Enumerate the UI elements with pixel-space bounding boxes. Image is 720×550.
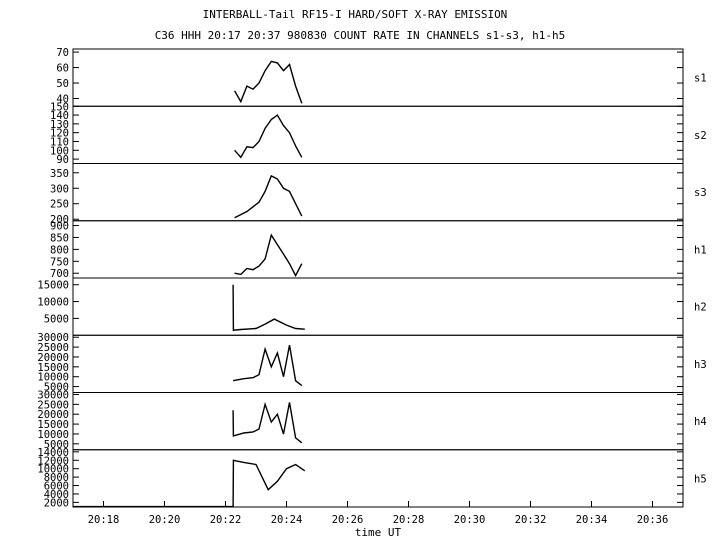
y-tick-label: 200 <box>50 214 69 226</box>
panel-frame <box>72 449 684 508</box>
y-tick-label: 6000 <box>44 481 69 493</box>
y-tick-label: 20000 <box>37 409 69 421</box>
series-line-h4 <box>232 401 303 444</box>
panel-s1: 70 60 50 40 s1 <box>56 47 707 107</box>
chart-subtitle: C36 HHH 20:17 20:37 980830 COUNT RATE IN… <box>155 29 566 42</box>
y-tick-label: 900 <box>50 221 69 233</box>
y-tick-label: 350 <box>50 168 69 180</box>
panel-frame <box>72 163 684 222</box>
y-tick-label: 800 <box>50 244 69 256</box>
panel-frame <box>72 48 684 107</box>
y-tick-label: 120 <box>50 128 69 140</box>
panel-frame <box>72 277 684 336</box>
channel-label-h5: h5 <box>694 473 707 485</box>
y-tick-label: 90 <box>56 154 69 166</box>
y-tick-label: 5000 <box>44 382 69 394</box>
y-tick-label: 110 <box>50 136 69 148</box>
panel-frame <box>72 105 684 164</box>
y-tick-label: 15000 <box>37 419 69 431</box>
series-line-s3 <box>234 174 303 219</box>
x-tick-label: 20:22 <box>210 514 242 526</box>
x-tick-label: 20:18 <box>88 514 120 526</box>
y-tick-label: 50 <box>56 78 69 90</box>
panel-s3: 350 300 250 200 s3 <box>50 163 707 226</box>
x-tick-label: 20:24 <box>271 514 303 526</box>
y-tick-label: 10000 <box>37 372 69 384</box>
x-tick-label: 20:20 <box>149 514 181 526</box>
panel-frame <box>72 392 684 451</box>
x-tick-label: 20:32 <box>515 514 547 526</box>
y-tick-label: 15000 <box>37 280 69 292</box>
y-tick-label: 750 <box>50 256 69 268</box>
x-tick-label: 20:36 <box>637 514 669 526</box>
panel-frame <box>72 334 684 393</box>
y-tick-label: 30000 <box>37 389 69 401</box>
y-tick-label: 130 <box>50 119 69 131</box>
x-tick-label: 20:34 <box>576 514 608 526</box>
y-tick-label: 700 <box>50 268 69 280</box>
y-tick-label: 40 <box>56 94 69 106</box>
y-tick-label: 70 <box>56 47 69 59</box>
x-tick-label: 20:26 <box>332 514 364 526</box>
x-axis-label: time UT <box>355 526 402 539</box>
y-tick-label: 10000 <box>37 429 69 441</box>
series-line-s1 <box>233 60 303 104</box>
y-tick-label: 150 <box>50 101 69 113</box>
y-tick-label: 300 <box>50 183 69 195</box>
y-tick-label: 12000 <box>37 455 69 467</box>
y-tick-label: 14000 <box>37 447 69 459</box>
channel-label-h2: h2 <box>694 302 707 314</box>
channel-label-s2: s2 <box>694 130 707 142</box>
y-tick-label: 5000 <box>44 313 69 325</box>
y-tick-label: 140 <box>50 110 69 122</box>
panel-h2: 15000 10000 5000 h2 <box>37 277 707 336</box>
channel-label-s3: s3 <box>694 187 707 199</box>
x-tick-label: 20:28 <box>393 514 425 526</box>
series-line-s2 <box>234 114 303 159</box>
y-tick-label: 100 <box>50 145 69 157</box>
x-tick-label: 20:30 <box>454 514 486 526</box>
y-tick-label: 15000 <box>37 362 69 374</box>
series-line-h5 <box>73 459 306 508</box>
y-tick-label: 10000 <box>37 464 69 476</box>
y-tick-label: 250 <box>50 199 69 211</box>
y-tick-label: 25000 <box>37 399 69 411</box>
y-tick-label: 8000 <box>44 472 69 484</box>
y-tick-label: 2000 <box>44 497 69 509</box>
series-line-h1 <box>234 233 303 278</box>
y-tick-label: 4000 <box>44 489 69 501</box>
channel-label-h3: h3 <box>694 359 707 371</box>
series-line-h2 <box>232 284 305 331</box>
series-line-h3 <box>232 344 303 387</box>
y-tick-label: 850 <box>50 232 69 244</box>
y-tick-label: 5000 <box>44 439 69 451</box>
y-tick-label: 20000 <box>37 352 69 364</box>
x-axis: 20:18 20:20 20:22 20:24 20:26 20:28 20:30 20:32… <box>88 501 669 526</box>
chart-title: INTERBALL-Tail RF15-I HARD/SOFT X-RAY EM… <box>203 8 508 21</box>
y-tick-label: 30000 <box>37 332 69 344</box>
y-tick-label: 60 <box>56 63 69 75</box>
channel-label-h1: h1 <box>694 244 707 256</box>
channel-label-s1: s1 <box>694 73 707 85</box>
y-tick-label: 25000 <box>37 342 69 354</box>
panel-frame <box>72 220 684 279</box>
channel-label-h4: h4 <box>694 416 707 428</box>
y-tick-label: 10000 <box>37 297 69 309</box>
